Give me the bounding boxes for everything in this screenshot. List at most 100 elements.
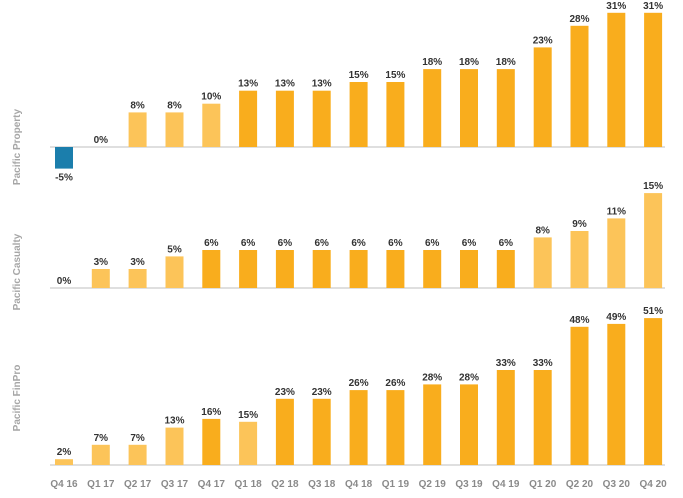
- pacific-finpro-data-label: 28%: [459, 372, 479, 383]
- pacific-property-data-label: 15%: [385, 70, 405, 81]
- pacific-casualty-bar-q2-18: [275, 250, 294, 288]
- pacific-property-data-label: 13%: [275, 79, 295, 90]
- pacific-property-bar-q4-19: [496, 69, 515, 147]
- pacific-finpro-bar-q4-20: [644, 318, 663, 465]
- pacific-casualty-data-label: 5%: [167, 244, 182, 255]
- pacific-casualty-data-label: 6%: [351, 238, 366, 249]
- pacific-casualty-data-label: 0%: [57, 276, 72, 287]
- pacific-finpro-data-label: 13%: [164, 416, 184, 427]
- pacific-finpro-bar-q3-20: [607, 323, 626, 465]
- x-tick-label: Q4 17: [198, 479, 226, 490]
- pacific-finpro-bar-q1-20: [533, 370, 552, 465]
- pacific-property-data-label: 15%: [349, 70, 369, 81]
- pacific-casualty-bar-q4-20: [644, 193, 663, 289]
- pacific-property-bar-q4-18: [349, 82, 368, 147]
- pacific-property-bar-q3-17: [165, 112, 184, 147]
- pacific-finpro-data-label: 15%: [238, 410, 258, 421]
- pacific-finpro-data-label: 48%: [569, 315, 589, 326]
- x-tick-label: Q1 18: [234, 479, 262, 490]
- pacific-property-panel-label: Pacific Property: [12, 108, 23, 185]
- pacific-property-data-label: 18%: [422, 57, 442, 68]
- pacific-finpro-bar-q4-18: [349, 390, 368, 465]
- pacific-casualty-panel-label: Pacific Casualty: [12, 233, 23, 310]
- x-tick-label: Q2 18: [271, 479, 299, 490]
- pacific-casualty-bar-q1-19: [386, 250, 405, 288]
- pacific-property-data-label: 13%: [312, 79, 332, 90]
- x-tick-label: Q1 19: [382, 479, 410, 490]
- pacific-property-bar-q3-18: [312, 90, 331, 147]
- pacific-casualty-data-label: 6%: [462, 238, 477, 249]
- pacific-casualty-data-label: 6%: [314, 238, 329, 249]
- pacific-finpro-data-label: 26%: [385, 378, 405, 389]
- pacific-property-data-label: 18%: [496, 57, 516, 68]
- pacific-finpro-data-label: 51%: [643, 306, 663, 317]
- pacific-finpro-panel-label: Pacific FinPro: [12, 365, 23, 432]
- pacific-finpro-bar-q2-18: [275, 398, 294, 465]
- pacific-property-data-label: 10%: [201, 92, 221, 103]
- pacific-property-data-label: -5%: [55, 173, 73, 184]
- pacific-finpro-bar-q1-18: [239, 421, 258, 465]
- pacific-finpro-bar-q1-19: [386, 390, 405, 465]
- pacific-property-data-label: 13%: [238, 79, 258, 90]
- pacific-property-bar-q1-19: [386, 82, 405, 147]
- pacific-casualty-bar-q1-18: [239, 250, 258, 288]
- x-tick-label: Q4 20: [639, 479, 667, 490]
- pacific-casualty-bar-q4-19: [496, 250, 515, 288]
- pacific-finpro-bar-q4-17: [202, 418, 221, 465]
- x-tick-label: Q2 19: [419, 479, 447, 490]
- pacific-property-bar-q2-17: [128, 112, 147, 147]
- pacific-property-bar-q2-20: [570, 25, 589, 147]
- pacific-casualty-data-label: 3%: [130, 257, 145, 268]
- pacific-casualty-data-label: 3%: [94, 257, 109, 268]
- pacific-property-bar-q3-20: [607, 12, 626, 147]
- pacific-finpro-data-label: 23%: [275, 387, 295, 398]
- pacific-finpro-bar-q3-17: [165, 427, 184, 465]
- pacific-property-bar-q1-20: [533, 47, 552, 147]
- x-tick-label: Q1 20: [529, 479, 557, 490]
- pacific-property-data-label: 8%: [130, 100, 145, 111]
- pacific-property-data-label: 28%: [569, 14, 589, 25]
- pacific-finpro-bar-q4-16: [55, 459, 73, 465]
- pacific-casualty-data-label: 6%: [499, 238, 514, 249]
- pacific-property-data-label: 8%: [167, 100, 182, 111]
- x-tick-label: Q3 19: [455, 479, 483, 490]
- x-tick-label: Q4 16: [50, 479, 78, 490]
- pacific-casualty-bar-q3-20: [607, 218, 626, 288]
- pacific-finpro-data-label: 7%: [130, 433, 145, 444]
- pacific-finpro-data-label: 23%: [312, 387, 332, 398]
- pacific-casualty-bar-q2-17: [128, 269, 147, 288]
- pacific-finpro-bar-q2-20: [570, 326, 589, 465]
- pacific-property-data-label: 0%: [94, 135, 109, 146]
- pacific-finpro-bar-q3-18: [312, 398, 331, 465]
- pacific-finpro-data-label: 16%: [201, 407, 221, 418]
- pacific-casualty-data-label: 6%: [388, 238, 403, 249]
- x-tick-label: Q4 19: [492, 479, 520, 490]
- x-tick-label: Q4 18: [345, 479, 373, 490]
- pacific-finpro-data-label: 49%: [606, 312, 626, 323]
- pacific-finpro-data-label: 28%: [422, 372, 442, 383]
- pacific-property-data-label: 31%: [606, 1, 626, 12]
- pacific-casualty-bar-q1-17: [91, 269, 110, 288]
- pacific-casualty-bar-q1-20: [533, 237, 552, 288]
- pacific-finpro-data-label: 2%: [57, 447, 72, 458]
- pacific-casualty-bar-q2-20: [570, 231, 589, 288]
- pacific-property-data-label: 23%: [533, 35, 553, 46]
- pacific-casualty-data-label: 15%: [643, 181, 663, 192]
- pacific-finpro-data-label: 7%: [94, 433, 109, 444]
- pacific-casualty-bar-q4-17: [202, 250, 221, 288]
- pacific-property-bar-q4-17: [202, 103, 221, 147]
- x-tick-label: Q3 20: [603, 479, 631, 490]
- pacific-finpro-bar-q3-19: [460, 384, 478, 465]
- pacific-property-data-label: 18%: [459, 57, 479, 68]
- x-tick-label: Q1 17: [87, 479, 115, 490]
- pacific-casualty-data-label: 8%: [535, 225, 550, 236]
- pacific-casualty-bar-q3-19: [460, 250, 478, 288]
- x-tick-label: Q2 20: [566, 479, 594, 490]
- pacific-casualty-bar-q3-17: [165, 256, 184, 288]
- pacific-casualty-data-label: 6%: [425, 238, 440, 249]
- pacific-property-bar-q2-19: [423, 69, 442, 147]
- pacific-finpro-bar-q1-17: [91, 444, 110, 465]
- pacific-casualty-data-label: 11%: [607, 206, 627, 217]
- pacific-finpro-data-label: 33%: [496, 358, 516, 369]
- pacific-casualty-data-label: 9%: [572, 219, 587, 230]
